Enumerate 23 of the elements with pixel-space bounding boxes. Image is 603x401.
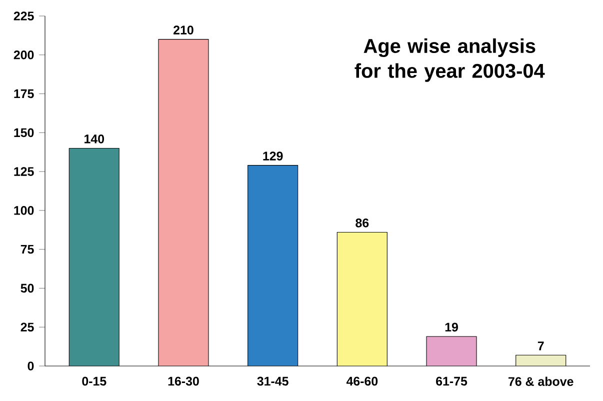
data-label: 7 — [538, 342, 544, 350]
x-tick-label: 76 & above — [508, 376, 574, 386]
y-tick-label: 150 — [14, 128, 34, 138]
y-tick-label: 200 — [14, 50, 34, 60]
y-tick-label: 175 — [14, 89, 34, 98]
x-tick-label: 0-15 — [82, 376, 106, 386]
data-label: 140 — [84, 134, 104, 144]
x-tick-label: 61-75 — [436, 376, 468, 386]
data-label: 19 — [445, 322, 458, 332]
data-label: 210 — [174, 26, 194, 34]
x-tick-label: 31-45 — [257, 376, 288, 386]
x-tick-label: 46-60 — [346, 376, 378, 386]
text: Age wise analysis for the year 2003-04 — [354, 38, 545, 82]
y-tick-label: 125 — [14, 167, 34, 176]
data-label: 86 — [356, 218, 369, 228]
y-tick-label: 25 — [20, 322, 34, 332]
y-tick-label: 100 — [14, 206, 34, 215]
x-tick-label: 16-30 — [168, 376, 199, 386]
data-label: 129 — [263, 152, 283, 160]
y-tick-label: 0 — [28, 362, 34, 370]
y-tick-label: 225 — [14, 12, 34, 20]
y-tick-label: 50 — [20, 284, 34, 293]
y-tick-label: 75 — [20, 244, 34, 254]
